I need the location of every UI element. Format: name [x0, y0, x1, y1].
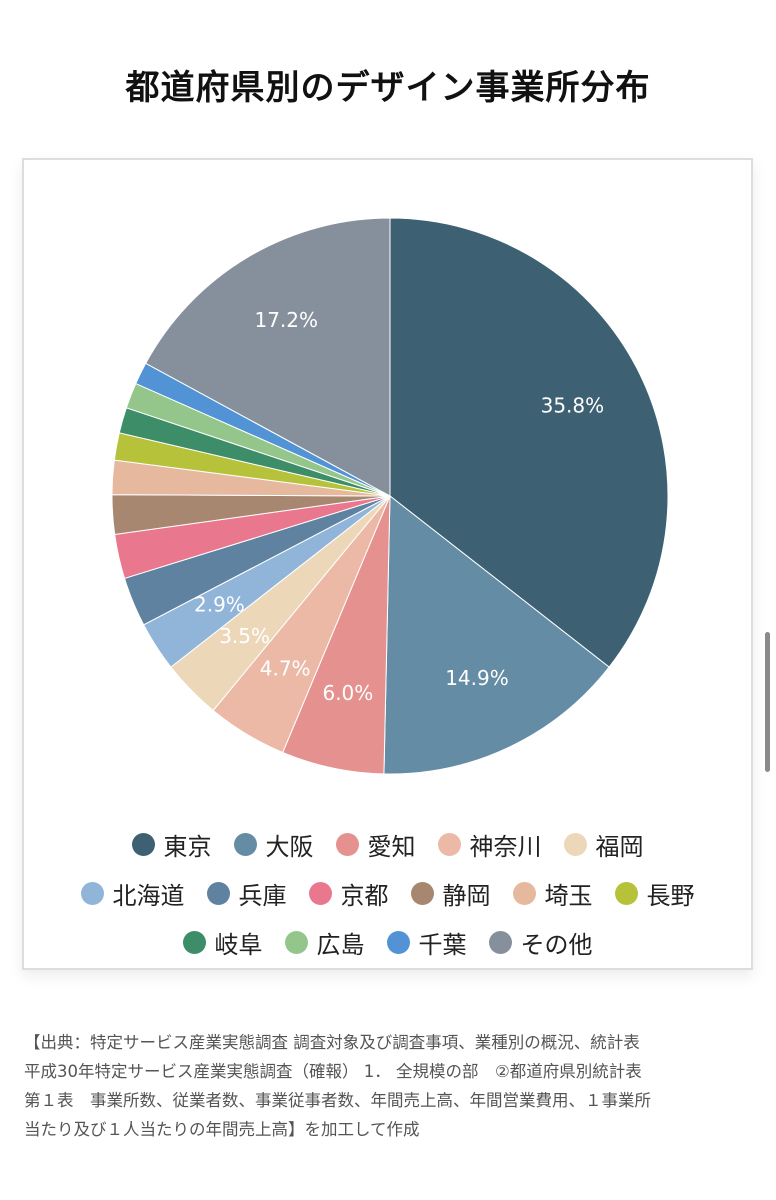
legend-swatch — [80, 882, 104, 905]
source-line: 【出典：特定サービス産業実態調査 調査対象及び調査事項、業種別の概況、統計表 — [24, 1033, 640, 1052]
legend-swatch — [563, 833, 587, 856]
pie-chart: 35.8% 14.9% 6.0% 4.7% 3.5% 2.9% 17.2% — [111, 217, 669, 775]
legend-item[interactable]: 兵庫 — [206, 876, 287, 911]
legend-label: 長野 — [646, 882, 695, 910]
legend-row: 東京 大阪 愛知 神奈川 福岡 — [24, 820, 751, 869]
legend-item[interactable]: 福岡 — [563, 827, 644, 862]
pie-slice-1 — [383, 494, 610, 775]
legend-swatch — [131, 833, 155, 856]
legend-label: 京都 — [340, 882, 389, 910]
legend-label: 千葉 — [418, 931, 467, 959]
slice-data-label: 35.8% — [541, 394, 605, 418]
legend-swatch — [206, 882, 230, 905]
source-line: 当たり及び１人当たりの年間売上高】を加工して作成 — [24, 1120, 420, 1139]
legend-label: 大阪 — [265, 833, 314, 861]
legend-swatch — [233, 833, 257, 856]
source-note: 【出典：特定サービス産業実態調査 調査対象及び調査事項、業種別の概況、統計表 平成… — [24, 1028, 754, 1144]
slice-data-label: 2.9% — [194, 592, 245, 616]
legend-label: 岐阜 — [214, 931, 263, 959]
legend-item[interactable]: その他 — [488, 925, 593, 960]
chart-title: 都道府県別のデザイン事業所分布 — [125, 68, 651, 108]
slice-data-label: 6.0% — [322, 681, 373, 705]
slice-data-label: 3.5% — [219, 624, 270, 648]
legend-label: 北海道 — [112, 882, 185, 910]
legend-row: 岐阜 広島 千葉 その他 — [24, 918, 751, 967]
legend-item[interactable]: 長野 — [614, 876, 695, 911]
legend-swatch — [308, 882, 332, 905]
slice-data-label: 4.7% — [260, 656, 311, 680]
slice-data-label: 17.2% — [254, 308, 318, 332]
legend-swatch — [335, 833, 359, 856]
legend-item[interactable]: 東京 — [131, 827, 212, 862]
legend-item[interactable]: 千葉 — [386, 925, 467, 960]
legend-item[interactable]: 愛知 — [335, 827, 416, 862]
legend-item[interactable]: 岐阜 — [182, 925, 263, 960]
legend-swatch — [512, 882, 536, 905]
legend-swatch — [182, 931, 206, 954]
legend-item[interactable]: 広島 — [284, 925, 365, 960]
pie-slice-14 — [145, 217, 391, 497]
legend-swatch — [284, 931, 308, 954]
legend-label: 兵庫 — [238, 882, 287, 910]
chart-container: 35.8% 14.9% 6.0% 4.7% 3.5% 2.9% 17.2% 東京 大阪 愛知 神奈… — [22, 158, 753, 970]
legend-item[interactable]: 京都 — [308, 876, 389, 911]
legend-label: 埼玉 — [544, 882, 593, 910]
chart-legend: 東京 大阪 愛知 神奈川 福岡北海道 兵庫 京都 静岡 埼玉 長野岐阜 広島 千葉 その他 — [24, 820, 751, 967]
legend-row: 北海道 兵庫 京都 静岡 埼玉 長野 — [24, 869, 751, 918]
legend-swatch — [614, 882, 638, 905]
legend-label: 福岡 — [595, 833, 644, 861]
legend-swatch — [410, 882, 434, 905]
legend-swatch — [386, 931, 410, 954]
legend-item[interactable]: 静岡 — [410, 876, 491, 911]
legend-item[interactable]: 大阪 — [233, 827, 314, 862]
legend-item[interactable]: 埼玉 — [512, 876, 593, 911]
source-line: 平成30年特定サービス産業実態調査（確報） 1． 全規模の部 ②都道府県別統計表 — [24, 1062, 642, 1081]
scrollbar[interactable] — [765, 632, 770, 772]
legend-swatch — [437, 833, 461, 856]
legend-item[interactable]: 神奈川 — [437, 827, 542, 862]
legend-label: 静岡 — [442, 882, 491, 910]
legend-label: 広島 — [316, 931, 365, 959]
slice-data-label: 14.9% — [445, 666, 509, 690]
legend-label: 神奈川 — [469, 833, 542, 861]
legend-swatch — [488, 931, 512, 954]
source-line: 第１表 事業所数、従業者数、事業従事者数、年間売上高、年間営業費用、１事業所 — [24, 1091, 651, 1110]
pie-slice-0 — [389, 217, 669, 668]
legend-label: その他 — [520, 931, 593, 959]
legend-item[interactable]: 北海道 — [80, 876, 185, 911]
legend-label: 愛知 — [367, 833, 416, 861]
legend-label: 東京 — [163, 833, 212, 861]
